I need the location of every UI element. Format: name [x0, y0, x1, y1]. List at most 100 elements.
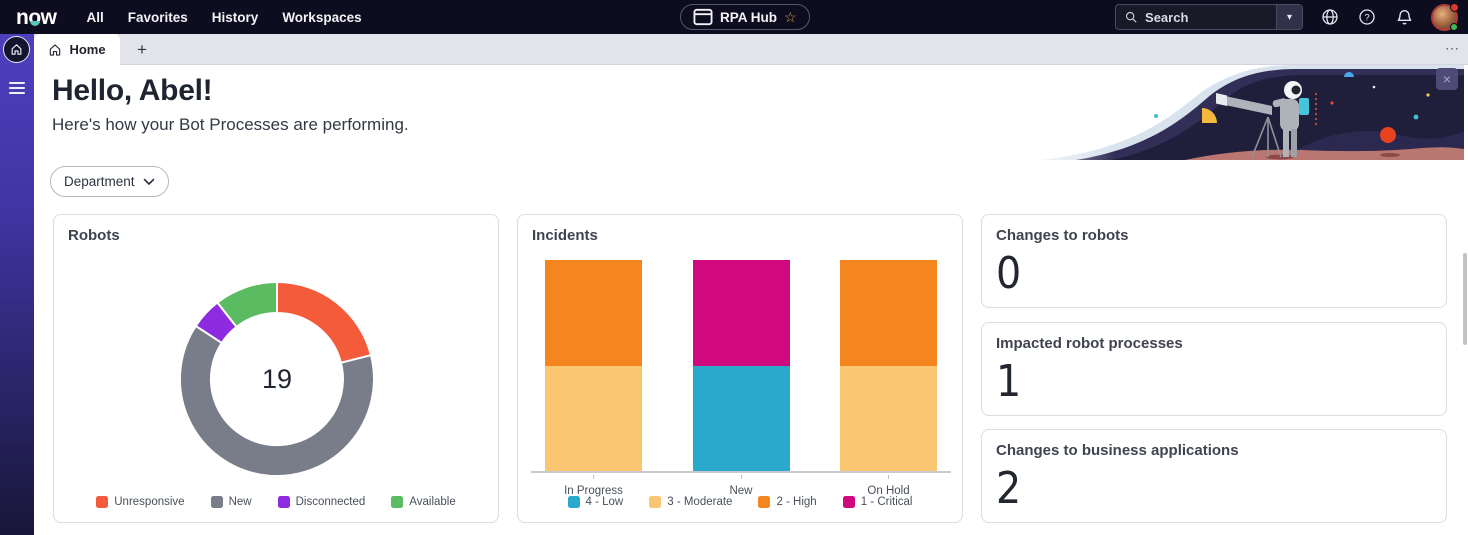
- axis-tick: [740, 475, 742, 479]
- tab-bar: Home + ⋯: [0, 34, 1468, 65]
- new-tab-button[interactable]: +: [137, 40, 147, 59]
- x-axis-line: [531, 471, 951, 473]
- nav-item-all[interactable]: All: [86, 9, 104, 25]
- chevron-down-icon: [143, 178, 154, 185]
- incidents-legend: 4 - Low 3 - Moderate 2 - High 1 - Critical: [518, 496, 962, 508]
- incidents-card: Incidents In Progress New On Hold 4 - Low 3…: [517, 214, 963, 523]
- nav-item-history[interactable]: History: [211, 9, 259, 25]
- bar-on-hold[interactable]: [840, 260, 937, 471]
- donut-segment[interactable]: [178, 324, 375, 477]
- search-scope-dropdown[interactable]: ▾: [1276, 5, 1302, 29]
- stat-value: 1: [996, 356, 1022, 407]
- home-icon: [11, 44, 22, 55]
- stat-title: Impacted robot processes: [996, 335, 1183, 352]
- rail-home-button[interactable]: [3, 36, 30, 63]
- greeting-heading: Hello, Abel!: [52, 74, 213, 107]
- user-avatar[interactable]: [1431, 2, 1459, 31]
- app-title: RPA Hub: [720, 9, 777, 25]
- legend-item: 2 - High: [758, 496, 817, 508]
- avatar-presence-dot: [1450, 22, 1458, 31]
- help-icon[interactable]: ?: [1357, 7, 1377, 27]
- bar-segment[interactable]: [840, 260, 937, 366]
- search-input[interactable]: [1145, 9, 1267, 25]
- favorite-star-icon[interactable]: ☆: [784, 9, 797, 25]
- stat-card-changes-to-robots[interactable]: Changes to robots 0: [981, 214, 1447, 308]
- close-icon: ×: [1442, 71, 1452, 87]
- department-filter-label: Department: [64, 174, 135, 189]
- legend-item: 4 - Low: [567, 496, 623, 508]
- left-rail: [0, 34, 34, 535]
- legend-swatch: [842, 496, 855, 508]
- stat-card-impacted-robot-processes[interactable]: Impacted robot processes 1: [981, 322, 1447, 416]
- legend-item: Disconnected: [277, 496, 365, 508]
- bar-segment[interactable]: [692, 260, 790, 366]
- category-label: In Progress: [564, 485, 623, 497]
- tab-overflow-menu[interactable]: ⋯: [1445, 40, 1460, 56]
- bar-segment[interactable]: [545, 365, 642, 471]
- caret-down-icon: ▾: [1286, 11, 1293, 23]
- notifications-bell-icon[interactable]: [1394, 7, 1414, 27]
- hero-banner-illustration: ×: [980, 65, 1464, 160]
- x-axis-labels: In Progress New On Hold: [545, 475, 937, 499]
- legend-swatch: [210, 496, 223, 508]
- robots-donut-chart[interactable]: 19: [167, 269, 387, 489]
- legend-swatch: [96, 496, 109, 508]
- nav-right-group: ▾ ?: [1115, 0, 1459, 34]
- banner-close-button[interactable]: ×: [1436, 68, 1458, 90]
- bar-new[interactable]: [692, 260, 790, 471]
- legend-item: 3 - Moderate: [649, 496, 732, 508]
- donut-segment[interactable]: [215, 280, 278, 329]
- rail-menu-icon[interactable]: [9, 82, 25, 97]
- department-filter-dropdown[interactable]: Department: [50, 166, 169, 197]
- legend-item: Unresponsive: [96, 496, 185, 508]
- bar-segment[interactable]: [692, 365, 790, 471]
- app-window-icon: [693, 8, 713, 26]
- legend-item: 1 - Critical: [842, 496, 912, 508]
- home-tab-icon: [50, 43, 61, 56]
- legend-swatch: [567, 496, 580, 508]
- nav-menu: All Favorites History Workspaces: [87, 10, 362, 25]
- stat-value: 0: [996, 248, 1022, 299]
- stat-value: 2: [996, 463, 1022, 514]
- search-icon: [1125, 11, 1137, 23]
- donut-segment[interactable]: [276, 280, 373, 365]
- legend-item: Available: [391, 496, 456, 508]
- globe-icon[interactable]: [1320, 7, 1340, 27]
- incidents-card-title: Incidents: [532, 227, 598, 244]
- tab-home[interactable]: Home: [34, 34, 120, 65]
- servicenow-logo[interactable]: now: [16, 5, 57, 29]
- axis-tick: [888, 475, 889, 479]
- home-tab-label: Home: [69, 42, 106, 57]
- nav-item-favorites[interactable]: Favorites: [127, 9, 188, 25]
- app-title-pill[interactable]: RPA Hub ☆: [680, 4, 810, 30]
- top-nav-bar: now All Favorites History Workspaces RPA…: [0, 0, 1468, 34]
- legend-swatch: [649, 496, 662, 508]
- page-scrollbar[interactable]: [1463, 253, 1467, 345]
- robots-legend: Unresponsive New Disconnected Available: [54, 496, 498, 508]
- robots-card-title: Robots: [68, 227, 120, 244]
- bar-segment[interactable]: [840, 365, 937, 471]
- avatar-alert-badge: [1450, 2, 1459, 12]
- svg-text:?: ?: [1364, 13, 1369, 24]
- donut-total-label: 19: [262, 364, 292, 394]
- hero-text: Hello, Abel! Here's how your Bot Process…: [52, 74, 409, 135]
- axis-tick: [593, 475, 594, 479]
- legend-item: New: [210, 496, 252, 508]
- global-search[interactable]: ▾: [1115, 4, 1303, 30]
- legend-swatch: [758, 496, 771, 508]
- nav-item-workspaces[interactable]: Workspaces: [282, 9, 362, 25]
- stat-card-changes-to-business-applications[interactable]: Changes to business applications 2: [981, 429, 1447, 523]
- greeting-subtitle: Here's how your Bot Processes are perfor…: [52, 115, 409, 134]
- category-label: New: [729, 485, 753, 497]
- legend-swatch: [391, 496, 404, 508]
- legend-swatch: [277, 496, 290, 508]
- incidents-bar-chart[interactable]: In Progress New On Hold: [518, 260, 964, 499]
- nav-left-group: now All Favorites History Workspaces: [0, 7, 362, 28]
- bar-in-progress[interactable]: [545, 260, 642, 471]
- space-astronaut-illustration: [980, 65, 1464, 160]
- stat-title: Changes to robots: [996, 227, 1129, 244]
- robots-card: Robots 19 Unresponsive New Disconnected Ava…: [53, 214, 499, 523]
- stat-title: Changes to business applications: [996, 442, 1239, 459]
- bar-segment[interactable]: [545, 260, 642, 366]
- category-label: On Hold: [867, 485, 910, 497]
